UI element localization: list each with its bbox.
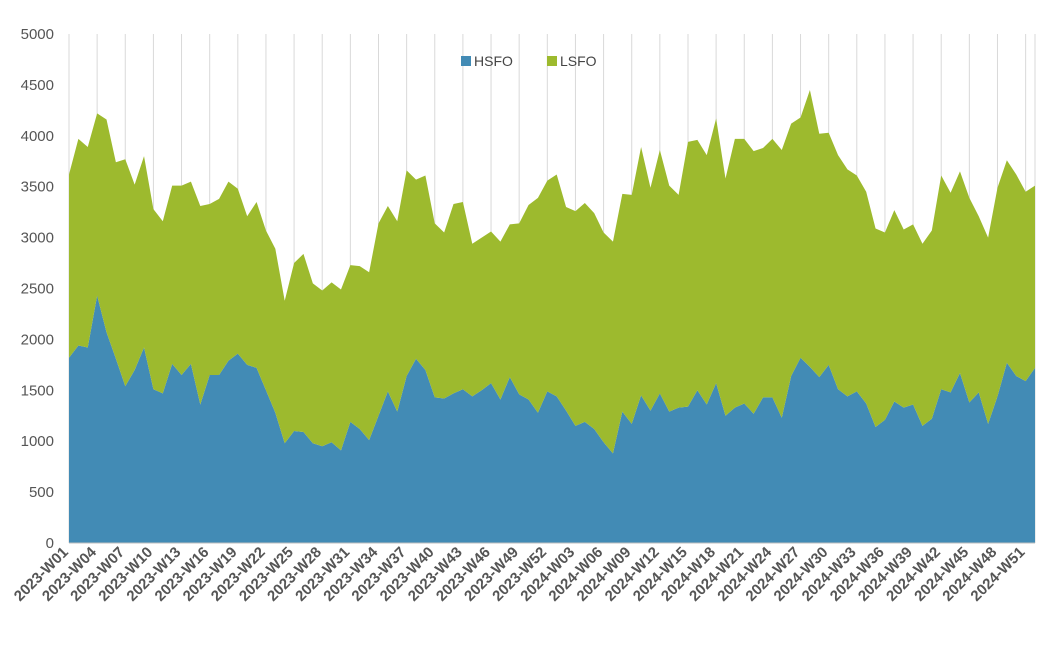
y-tick-label: 500 [29, 484, 54, 501]
y-tick-label: 3500 [21, 179, 54, 196]
y-tick-label: 1500 [21, 382, 54, 399]
y-tick-label: 0 [46, 535, 54, 552]
area-hsfo [69, 295, 1035, 543]
legend-swatch-lsfo [547, 56, 557, 66]
y-axis: 0 500 1000 1500 2000 2500 3000 3500 4000 4500 5000 [21, 26, 54, 552]
y-tick-label: 2500 [21, 281, 54, 298]
legend-swatch-hsfo [461, 56, 471, 66]
x-axis: 2023-W012023-W042023-W072023-W102023-W13… [11, 542, 1035, 605]
y-tick-label: 3000 [21, 230, 54, 247]
y-tick-label: 4500 [21, 77, 54, 94]
y-tick-label: 5000 [21, 26, 54, 43]
y-tick-label: 2000 [21, 331, 54, 348]
area-lsfo [69, 89, 1035, 454]
legend-label-lsfo: LSFO [560, 53, 597, 69]
legend-label-hsfo: HSFO [474, 53, 513, 69]
y-tick-label: 1000 [21, 433, 54, 450]
y-tick-label: 4000 [21, 128, 54, 145]
legend: HSFO LSFO [461, 53, 597, 69]
series-areas [69, 89, 1035, 543]
